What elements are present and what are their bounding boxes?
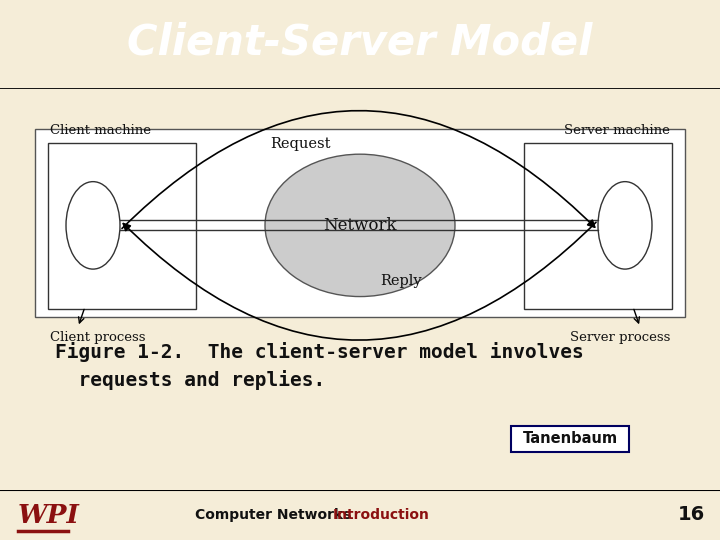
FancyArrowPatch shape bbox=[122, 111, 595, 228]
Text: Client machine: Client machine bbox=[50, 124, 151, 137]
Text: Client-Server Model: Client-Server Model bbox=[127, 22, 593, 64]
Text: 16: 16 bbox=[678, 505, 705, 524]
Text: Introduction: Introduction bbox=[333, 508, 430, 522]
Bar bbox=[35, 129, 685, 317]
Text: Server process: Server process bbox=[570, 331, 670, 344]
Bar bbox=[48, 143, 196, 309]
Ellipse shape bbox=[265, 154, 455, 296]
Text: Client process: Client process bbox=[50, 331, 145, 344]
Bar bbox=[511, 426, 629, 452]
Text: WPI: WPI bbox=[18, 503, 80, 529]
FancyArrowPatch shape bbox=[123, 222, 596, 340]
Text: Tanenbaum: Tanenbaum bbox=[523, 431, 618, 447]
Text: Reply: Reply bbox=[380, 274, 422, 288]
Text: Server machine: Server machine bbox=[564, 124, 670, 137]
Ellipse shape bbox=[66, 181, 120, 269]
Ellipse shape bbox=[598, 181, 652, 269]
Text: Request: Request bbox=[270, 137, 330, 151]
Text: Figure 1-2.  The client-server model involves: Figure 1-2. The client-server model invo… bbox=[55, 342, 584, 362]
Text: Computer Networks: Computer Networks bbox=[195, 508, 352, 522]
Text: Network: Network bbox=[323, 217, 397, 234]
Text: requests and replies.: requests and replies. bbox=[55, 370, 325, 390]
Bar bbox=[524, 143, 672, 309]
